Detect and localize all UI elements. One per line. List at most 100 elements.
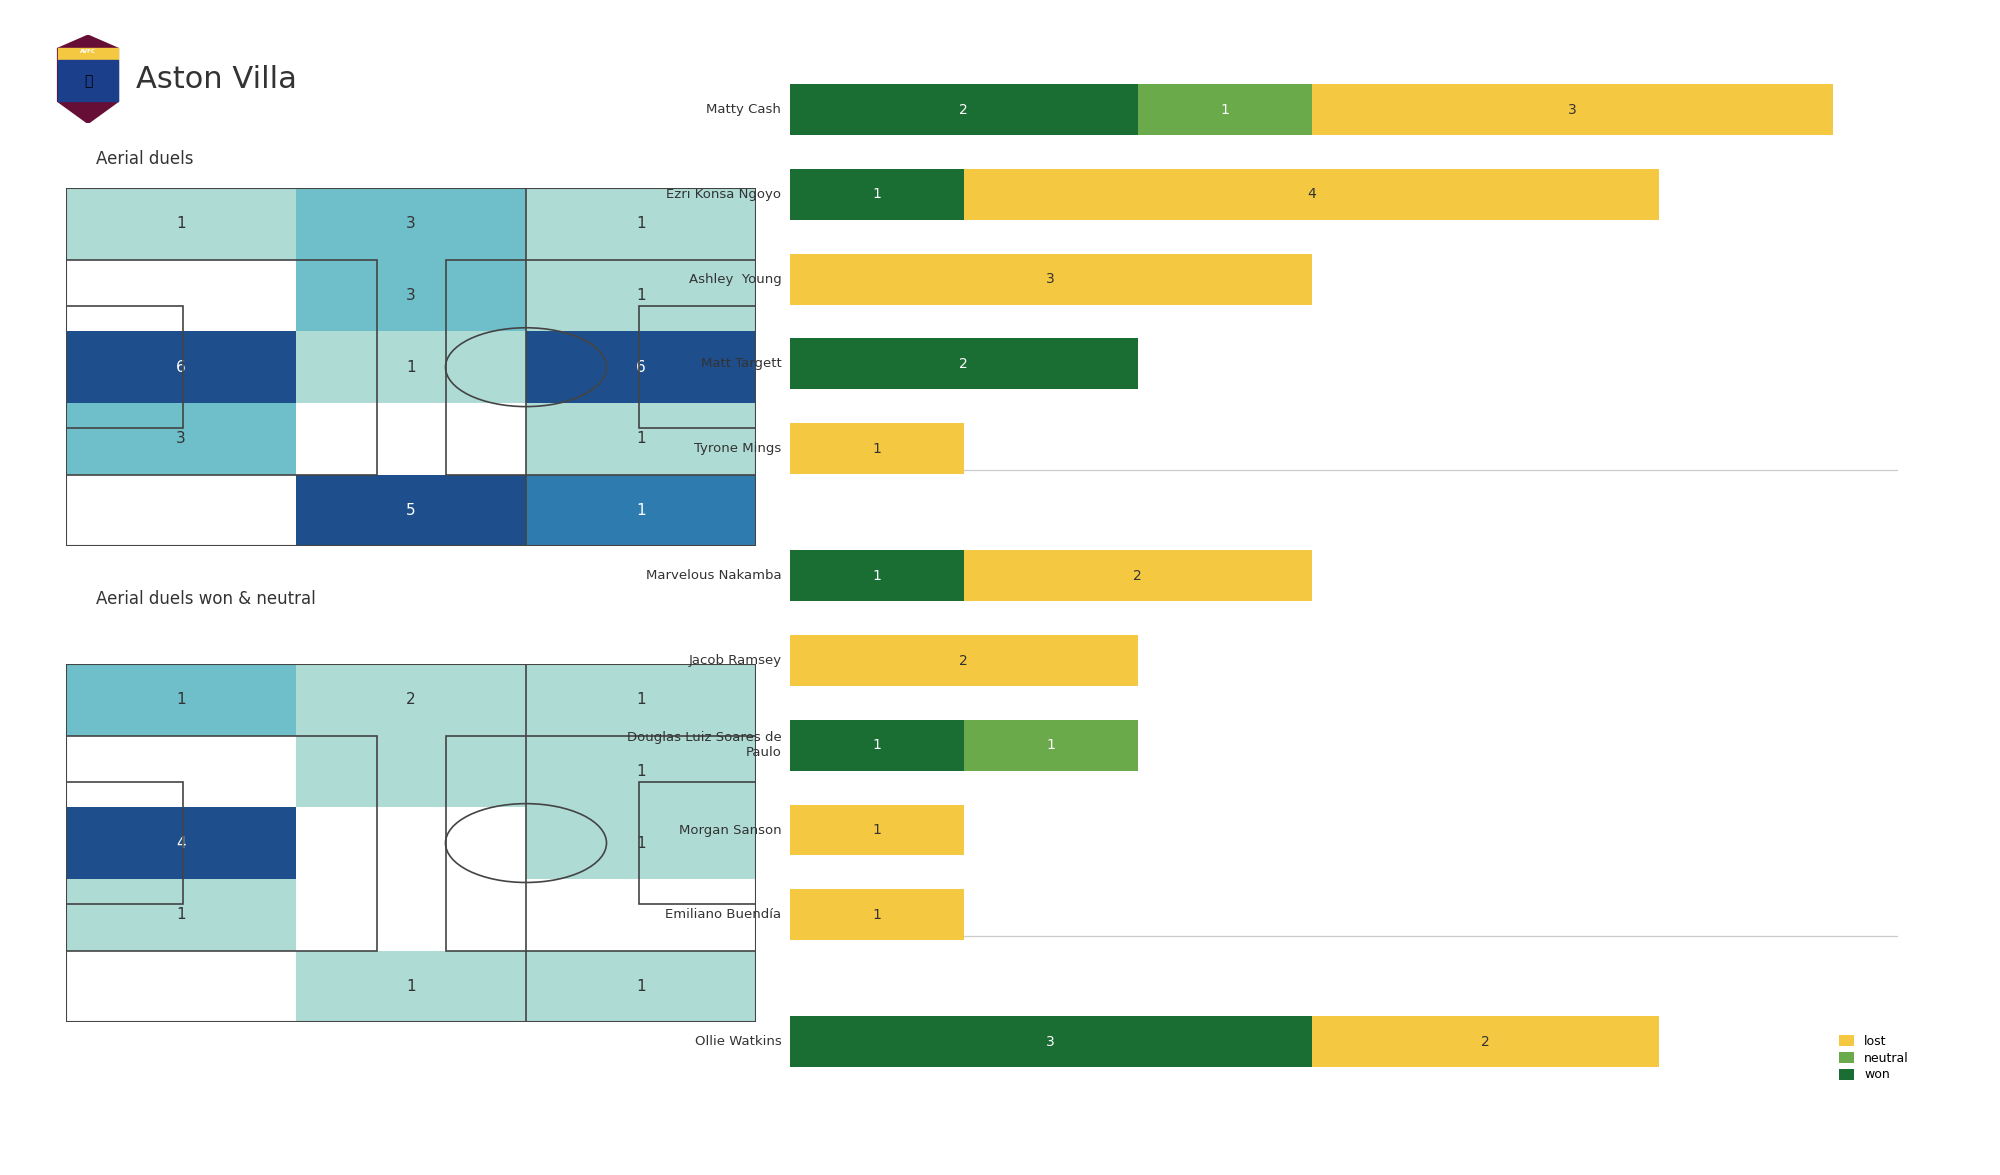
- Text: 🦁: 🦁: [84, 74, 92, 88]
- Text: 1: 1: [176, 692, 186, 707]
- Text: Ashley  Young: Ashley Young: [688, 273, 782, 286]
- Text: 1: 1: [636, 764, 646, 779]
- Text: 6: 6: [176, 360, 186, 375]
- Bar: [66, 475, 296, 546]
- Bar: [790, 889, 964, 940]
- Bar: [296, 951, 526, 1022]
- Bar: [66, 807, 296, 879]
- Text: 1: 1: [636, 431, 646, 446]
- Polygon shape: [58, 35, 118, 123]
- Text: 1: 1: [636, 288, 646, 303]
- Bar: [296, 736, 526, 807]
- Text: 2: 2: [1482, 1035, 1490, 1049]
- Bar: [964, 169, 1660, 220]
- Bar: [790, 720, 964, 771]
- Bar: [526, 331, 756, 403]
- Text: 1: 1: [636, 692, 646, 707]
- Text: Morgan Sanson: Morgan Sanson: [678, 824, 782, 837]
- Bar: [526, 664, 756, 736]
- Bar: [446, 260, 756, 475]
- Bar: [964, 720, 1138, 771]
- Text: 2: 2: [960, 653, 968, 667]
- Text: 1: 1: [872, 822, 882, 837]
- Bar: [296, 403, 526, 475]
- Bar: [66, 307, 184, 428]
- Text: Tyrone Mings: Tyrone Mings: [694, 442, 782, 455]
- Text: Jacob Ramsey: Jacob Ramsey: [688, 654, 782, 667]
- Text: Marvelous Nakamba: Marvelous Nakamba: [646, 569, 782, 583]
- Bar: [66, 188, 296, 260]
- Text: AVFC: AVFC: [80, 48, 96, 54]
- Text: 1: 1: [1046, 738, 1056, 752]
- Bar: [790, 169, 964, 220]
- Text: 1: 1: [176, 216, 186, 231]
- Text: 3: 3: [1046, 273, 1056, 286]
- Bar: [296, 475, 526, 546]
- Bar: [66, 951, 296, 1022]
- Legend: lost, neutral, won: lost, neutral, won: [1834, 1030, 1914, 1087]
- Bar: [790, 805, 964, 855]
- Text: 1: 1: [406, 360, 416, 375]
- Text: 2: 2: [960, 357, 968, 371]
- Bar: [296, 879, 526, 951]
- Text: 2: 2: [406, 692, 416, 707]
- Text: 1: 1: [872, 569, 882, 583]
- Text: 3: 3: [406, 216, 416, 231]
- Bar: [296, 807, 526, 879]
- Bar: [66, 736, 296, 807]
- Bar: [526, 403, 756, 475]
- Bar: [638, 307, 756, 428]
- Bar: [526, 879, 756, 951]
- Bar: [66, 260, 376, 475]
- Text: 1: 1: [1220, 102, 1230, 116]
- Bar: [66, 783, 184, 904]
- Bar: [526, 951, 756, 1022]
- Bar: [964, 550, 1312, 602]
- Text: 5: 5: [406, 503, 416, 518]
- Bar: [66, 879, 296, 951]
- Text: 1: 1: [636, 835, 646, 851]
- Text: Aston Villa: Aston Villa: [136, 65, 296, 94]
- Bar: [66, 736, 376, 951]
- Text: 1: 1: [872, 738, 882, 752]
- Bar: [526, 475, 756, 546]
- Text: 1: 1: [872, 908, 882, 921]
- Text: 1: 1: [636, 979, 646, 994]
- Text: 3: 3: [1046, 1035, 1056, 1049]
- Text: 2: 2: [960, 102, 968, 116]
- Text: Aerial duels: Aerial duels: [96, 149, 194, 168]
- Bar: [526, 736, 756, 807]
- Bar: [526, 807, 756, 879]
- Bar: [790, 338, 1138, 389]
- Text: 3: 3: [1568, 102, 1576, 116]
- Text: Matty Cash: Matty Cash: [706, 103, 782, 116]
- Bar: [296, 188, 526, 260]
- Bar: [296, 331, 526, 403]
- Bar: [66, 331, 296, 403]
- Text: 2: 2: [1134, 569, 1142, 583]
- Text: 1: 1: [176, 907, 186, 922]
- Bar: [790, 423, 964, 474]
- Polygon shape: [58, 60, 118, 101]
- Bar: [638, 783, 756, 904]
- Bar: [790, 634, 1138, 686]
- Text: Emiliano Buendía: Emiliano Buendía: [666, 908, 782, 921]
- Bar: [526, 188, 756, 260]
- Bar: [790, 550, 964, 602]
- Bar: [296, 260, 526, 331]
- Bar: [1312, 1016, 1660, 1067]
- Text: 6: 6: [636, 360, 646, 375]
- Text: Douglas Luiz Soares de
Paulo: Douglas Luiz Soares de Paulo: [626, 731, 782, 759]
- Bar: [790, 1016, 1312, 1067]
- Bar: [66, 664, 296, 736]
- Text: Ezri Konsa Ngoyo: Ezri Konsa Ngoyo: [666, 188, 782, 201]
- Bar: [296, 664, 526, 736]
- Text: 3: 3: [176, 431, 186, 446]
- Bar: [790, 254, 1312, 304]
- Polygon shape: [58, 48, 118, 60]
- Text: Aerial duels won & neutral: Aerial duels won & neutral: [96, 590, 316, 609]
- Text: 3: 3: [406, 288, 416, 303]
- Text: 1: 1: [636, 216, 646, 231]
- Text: 1: 1: [636, 503, 646, 518]
- Text: 1: 1: [872, 442, 882, 456]
